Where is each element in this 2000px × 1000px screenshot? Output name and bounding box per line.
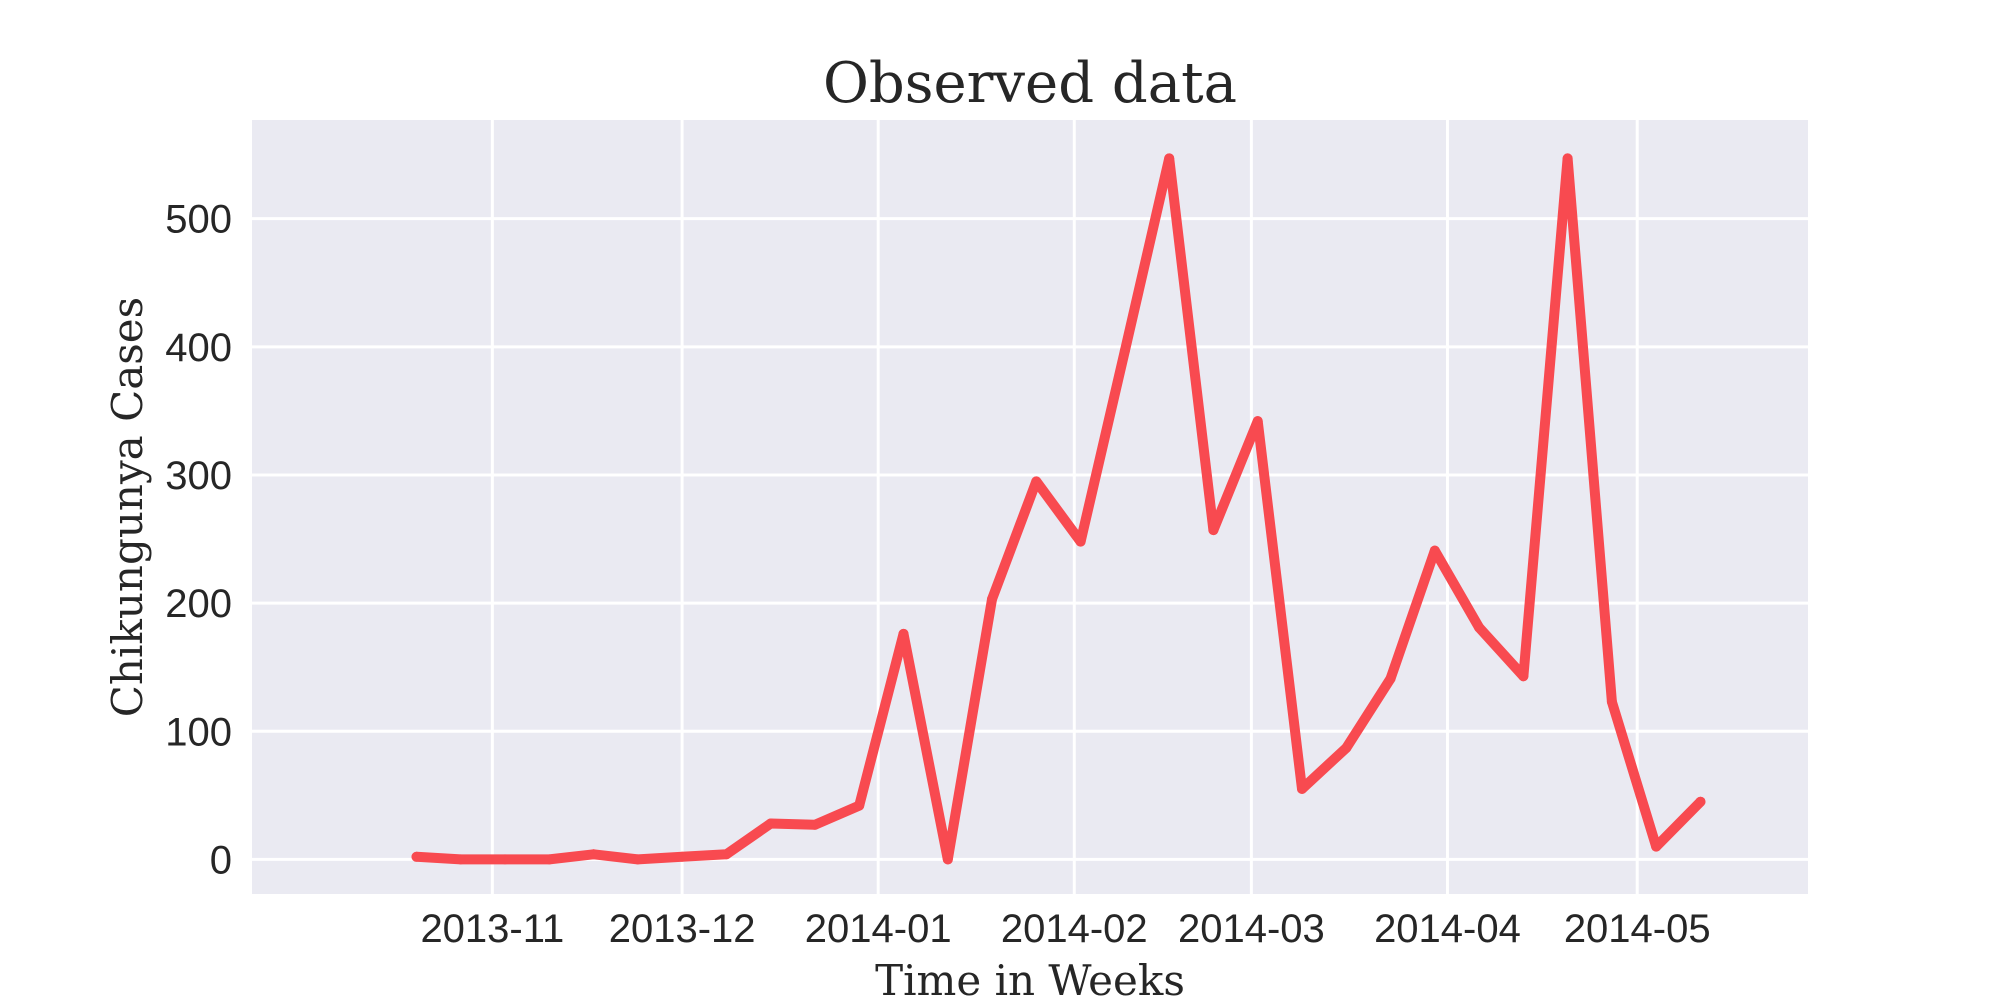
data-point-2014-03-16 [1341,742,1352,753]
data-point-2014-02-09 [1119,345,1130,356]
data-point-2013-11-24 [632,854,643,865]
y-tick-label-500: 500 [165,198,232,242]
data-point-2013-11-10 [544,854,555,865]
data-point-2013-11-17 [588,849,599,860]
data-point-2014-04-20 [1562,153,1573,164]
data-point-2014-01-19 [987,594,997,605]
series-line-0 [411,153,1706,865]
data-point-2013-11-03 [500,854,510,865]
y-tick-label-300: 300 [165,454,232,498]
data-point-2014-02-16 [1164,153,1175,164]
data-point-2014-03-02 [1252,416,1263,427]
data-point-2014-04-27 [1606,696,1617,707]
y-axis-title: Chikungunya Cases [103,297,152,717]
data-point-2014-03-30 [1429,545,1440,556]
data-point-2014-03-23 [1385,673,1396,684]
x-tick-label-2014-02: 2014-02 [1001,907,1148,951]
data-point-2014-02-23 [1208,525,1219,536]
data-point-2013-12-08 [721,849,732,860]
data-point-2013-10-27 [455,854,466,865]
data-point-2013-12-15 [765,818,776,829]
y-tick-label-200: 200 [165,582,232,626]
series-layer [411,153,1706,865]
y-tick-label-100: 100 [165,710,232,754]
data-point-2014-04-06 [1474,622,1485,633]
data-point-2013-10-20 [411,851,422,862]
x-tick-label-2013-11: 2013-11 [420,907,564,951]
data-point-2014-02-02 [1075,536,1086,547]
x-tick-label-2013-12: 2013-12 [609,907,756,951]
x-tick-labels: 2013-11 2013-12 2014-01 2014-02 2014-03 2014-… [420,907,1710,951]
x-tick-label-2014-05: 2014-05 [1564,907,1711,951]
y-tick-labels: 0 100 200 300 400 500 [165,198,232,883]
data-point-2013-12-29 [854,800,865,811]
data-point-2013-12-01 [677,851,688,862]
chart-title: Observed data [823,51,1237,116]
y-tick-label-400: 400 [165,326,232,370]
x-tick-label-2014-03: 2014-03 [1178,907,1325,951]
data-point-2014-01-05 [898,628,909,639]
data-point-2014-05-04 [1651,841,1662,852]
data-point-2014-01-26 [1031,476,1042,487]
data-point-2014-01-12 [942,854,953,865]
x-axis-title: Time in Weeks [875,956,1185,1000]
data-point-2014-03-09 [1297,783,1307,794]
data-point-2014-05-11 [1695,796,1706,807]
data-point-2013-12-22 [809,819,820,830]
x-tick-label-2014-04: 2014-04 [1374,907,1521,951]
x-tick-label-2014-01: 2014-01 [805,907,952,951]
data-point-2014-04-13 [1518,671,1529,682]
y-tick-label-0: 0 [210,838,232,882]
